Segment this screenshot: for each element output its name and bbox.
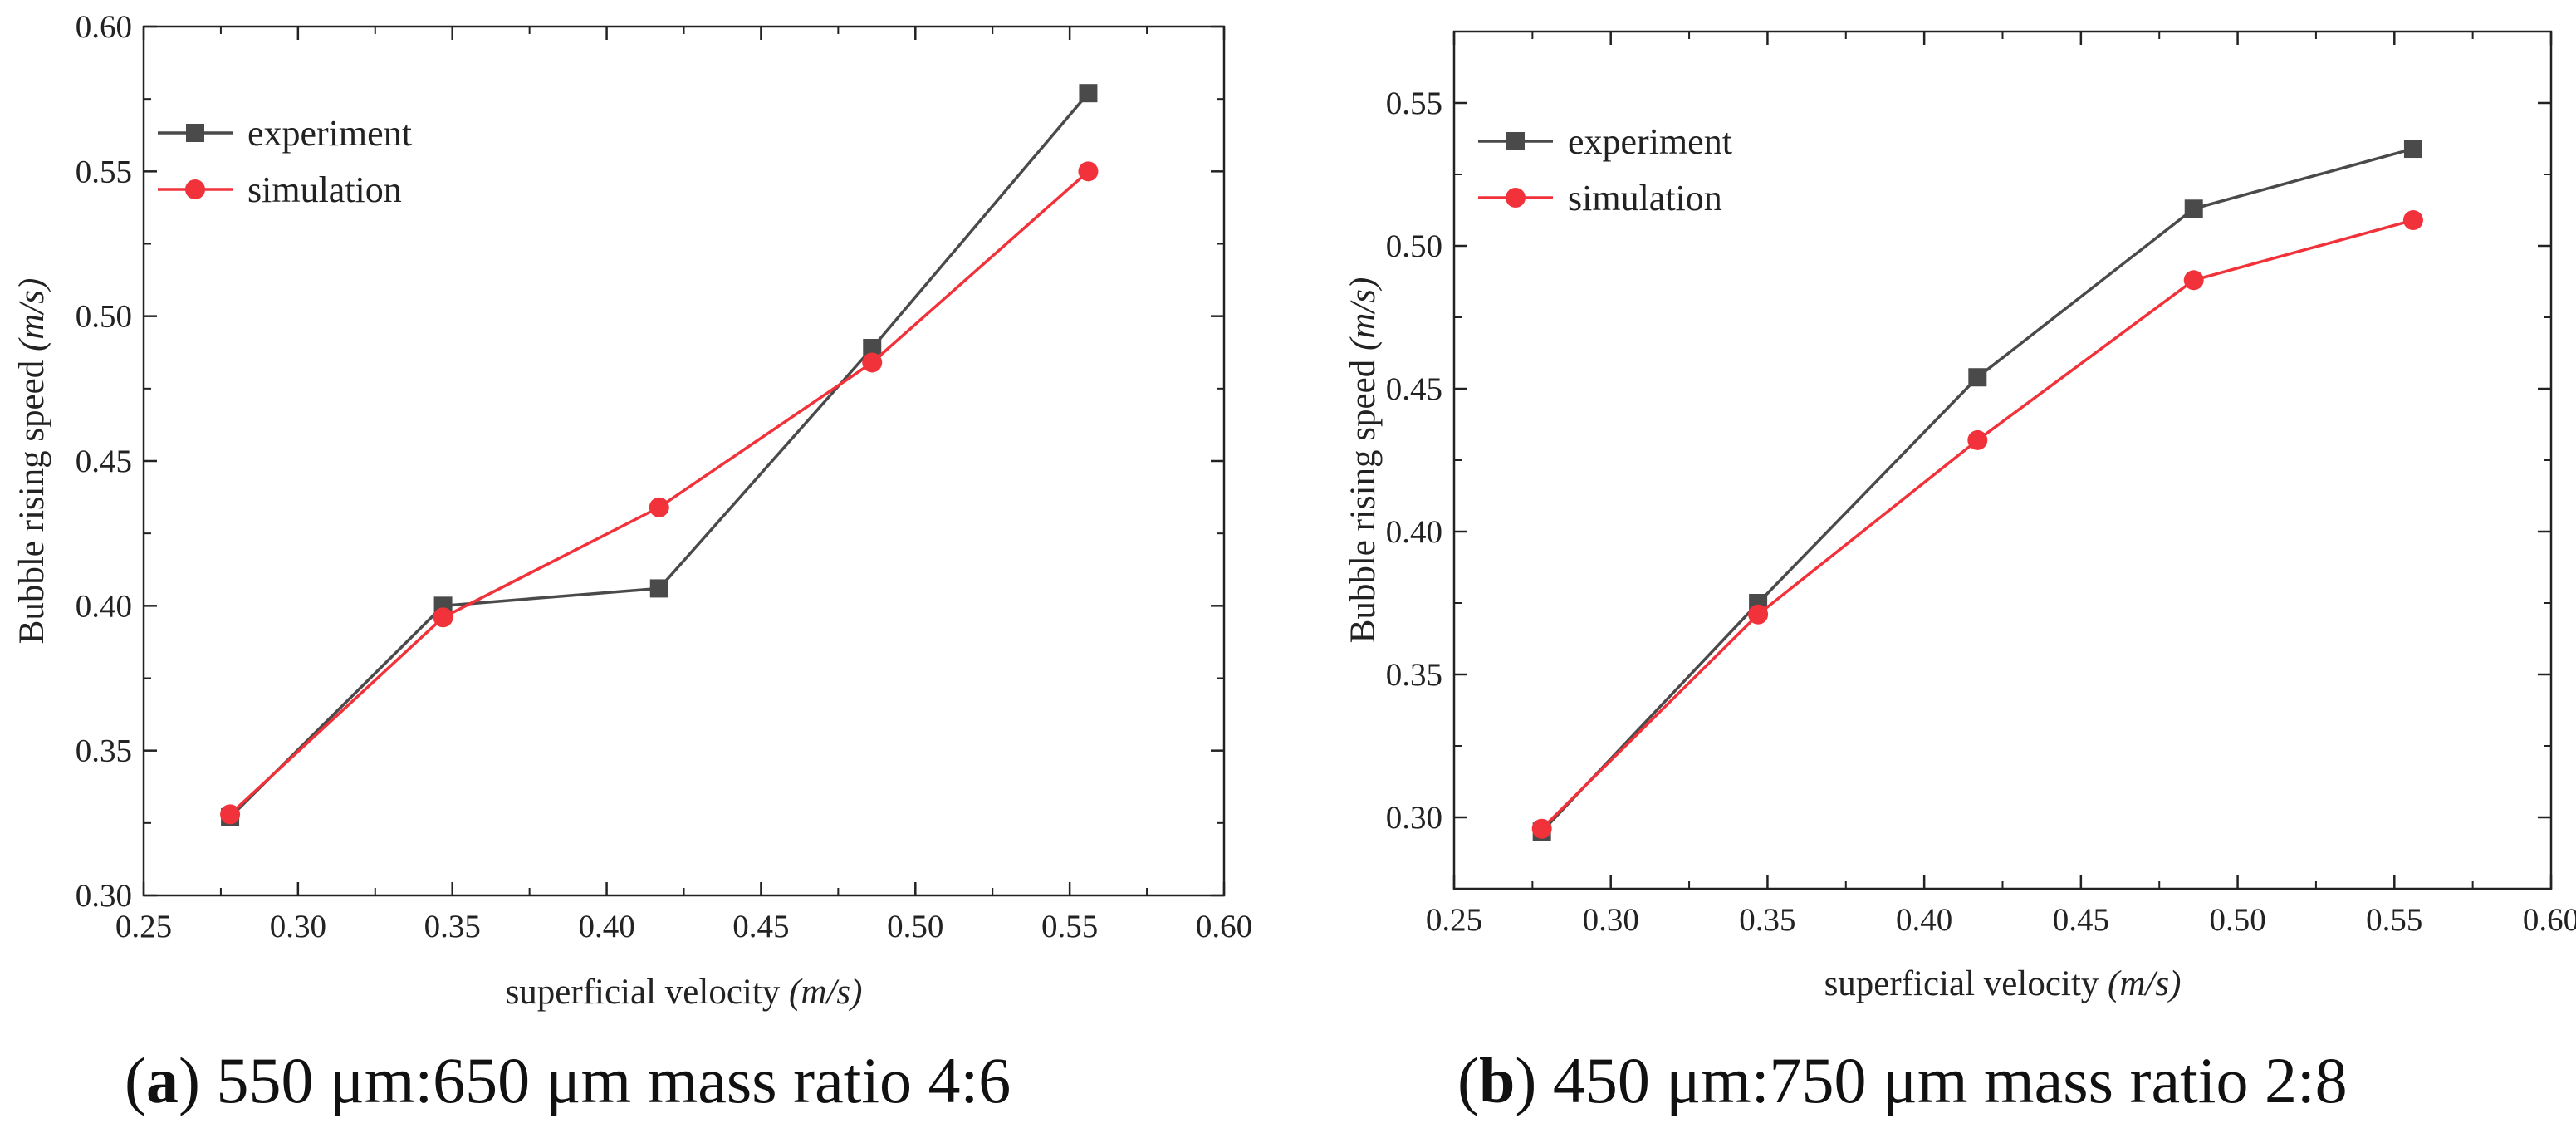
x-tick-label: 0.45 <box>732 909 789 944</box>
legend-experiment-marker <box>1506 132 1525 150</box>
y-tick-label: 0.45 <box>76 444 132 479</box>
y-tick-label: 0.50 <box>76 299 132 335</box>
y-axis-label-unit: (m/s) <box>12 278 51 351</box>
y-tick-label: 0.35 <box>1386 657 1442 693</box>
x-tick-label: 0.55 <box>1041 909 1098 944</box>
x-tick-label: 0.25 <box>1426 902 1482 938</box>
caption-text: 450 μm:750 μm mass ratio 2:8 <box>1536 1044 2347 1116</box>
y-axis-label-text: Bubble rising speed <box>1344 351 1383 643</box>
y-tick-label: 0.30 <box>76 878 132 914</box>
experiment-point <box>649 579 668 598</box>
y-tick-label: 0.55 <box>76 154 132 189</box>
x-tick-label: 0.30 <box>1583 902 1639 938</box>
legend-experiment-marker <box>186 124 204 142</box>
chart-a: 0.25 0.30 0.35 0.40 0.45 0.50 0.55 0.600.300.35… <box>12 9 1252 1116</box>
series-experiment-line <box>1540 147 2414 833</box>
x-axis-label-text: superficial velocity <box>506 973 789 1012</box>
simulation-point <box>1078 161 1099 182</box>
simulation-point <box>1967 429 1988 450</box>
experiment-point <box>2184 199 2203 218</box>
caption-letter: a <box>146 1044 179 1116</box>
caption-open: ( <box>1457 1044 1479 1116</box>
y-axis-label-text: Bubble rising speed <box>12 351 51 644</box>
x-tick-label: 0.35 <box>424 909 481 944</box>
series-simulation-line <box>1540 218 2414 831</box>
legend-experiment-label: experiment <box>1568 121 1732 162</box>
simulation-point <box>1531 818 1552 839</box>
caption-text: 550 μm:650 μm mass ratio 4:6 <box>200 1044 1011 1116</box>
simulation-point <box>862 352 883 373</box>
legend-simulation-marker <box>1506 188 1526 208</box>
y-tick-label: 0.45 <box>1386 371 1442 407</box>
simulation-point <box>2183 270 2204 291</box>
caption-close: ) <box>179 1044 200 1116</box>
experiment-point <box>2403 140 2422 159</box>
x-tick-label: 0.55 <box>2366 902 2422 938</box>
legend-simulation-marker <box>185 179 205 199</box>
simulation-point <box>649 497 669 517</box>
caption-open: ( <box>125 1044 146 1116</box>
series-simulation-line <box>228 170 1090 816</box>
caption-letter: b <box>1479 1044 1515 1116</box>
x-axis-label-unit: (m/s) <box>789 973 862 1012</box>
x-axis-label: superficial velocity (m/s) <box>506 973 863 1012</box>
chart-b: 0.25 0.30 0.35 0.40 0.45 0.50 0.55 0.60 0.30 0.35… <box>1344 30 2576 1116</box>
x-tick-label: 0.40 <box>578 909 634 944</box>
x-tick-label: 0.50 <box>887 909 943 944</box>
experiment-point <box>1079 84 1098 103</box>
legend-simulation-label: simulation <box>247 169 402 210</box>
y-tick-label: 0.60 <box>76 9 132 45</box>
x-tick-label: 0.60 <box>2523 902 2576 938</box>
y-tick-label: 0.30 <box>1386 800 1442 836</box>
y-tick-label: 0.35 <box>76 733 132 769</box>
simulation-point <box>220 804 241 825</box>
caption: (a) 550 μm:650 μm mass ratio 4:6 <box>125 1044 1011 1116</box>
y-axis-label-unit: (m/s) <box>1344 277 1383 351</box>
experiment-point <box>1968 368 1987 387</box>
x-tick-label: 0.30 <box>270 909 326 944</box>
x-tick-label: 0.35 <box>1739 902 1795 938</box>
y-tick-label: 0.40 <box>76 588 132 624</box>
simulation-point <box>1748 604 1769 625</box>
simulation-point <box>433 607 453 628</box>
y-axis-label: Bubble rising speed (m/s) <box>1344 277 1383 644</box>
x-tick-label: 0.60 <box>1196 909 1252 944</box>
x-tick-label: 0.45 <box>2053 902 2109 938</box>
x-axis-label: superficial velocity (m/s) <box>1824 964 2182 1003</box>
legend-experiment-label: experiment <box>247 113 412 154</box>
x-tick-label: 0.50 <box>2209 902 2265 938</box>
x-axis-label-text: superficial velocity <box>1824 964 2108 1003</box>
simulation-point <box>2402 210 2423 231</box>
y-tick-label: 0.55 <box>1386 86 1442 121</box>
caption-close: ) <box>1515 1044 1536 1116</box>
legend-simulation-label: simulation <box>1568 178 1722 218</box>
y-tick-label: 0.40 <box>1386 514 1442 550</box>
y-tick-label: 0.50 <box>1386 228 1442 264</box>
experiment-point <box>863 339 882 358</box>
x-axis-label-unit: (m/s) <box>2108 964 2181 1003</box>
x-tick-label: 0.40 <box>1896 902 1952 938</box>
caption: (b) 450 μm:750 μm mass ratio 2:8 <box>1457 1044 2348 1116</box>
x-tick-label: 0.25 <box>115 909 172 944</box>
plot-frame <box>142 25 1226 897</box>
y-axis-label: Bubble rising speed (m/s) <box>12 278 51 645</box>
